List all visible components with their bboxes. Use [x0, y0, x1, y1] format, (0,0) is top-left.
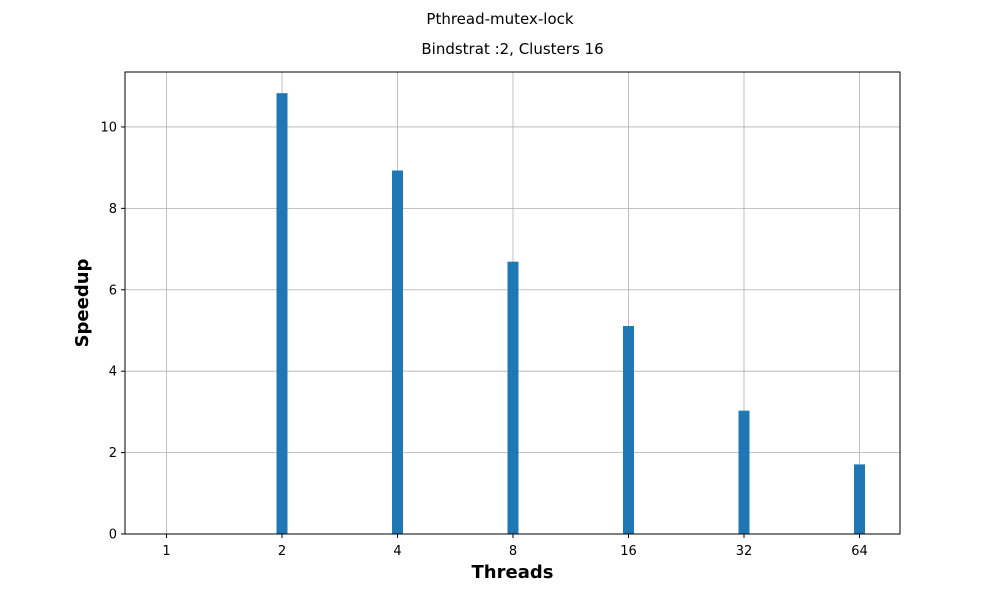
x-axis-label: Threads — [472, 562, 554, 583]
x-tick-label: 16 — [620, 544, 637, 559]
y-tick-label: 4 — [109, 365, 117, 380]
bar-threads-64 — [854, 464, 865, 534]
y-tick-label: 2 — [109, 446, 117, 461]
x-tick-label: 64 — [851, 544, 868, 559]
bars — [276, 93, 865, 535]
bar-threads-32 — [738, 410, 750, 534]
x-tick-label: 1 — [162, 544, 170, 559]
y-tick-label: 8 — [109, 202, 117, 217]
y-tick-label: 10 — [100, 120, 117, 135]
y-axis-label: Speedup — [72, 258, 93, 347]
bar-threads-8 — [507, 261, 519, 534]
bar-threads-16 — [623, 325, 634, 534]
chart-title: Bindstrat :2, Clusters 16 — [421, 40, 603, 58]
y-tick-label: 6 — [109, 283, 117, 298]
x-tick-label: 2 — [278, 544, 286, 559]
chart-suptitle: Pthread-mutex-lock — [426, 10, 573, 28]
ticks: 1 2 4 8 16 32 64 0 2 4 6 8 10 — [100, 120, 867, 559]
x-tick-label: 32 — [736, 544, 753, 559]
bar-threads-2 — [276, 93, 288, 535]
y-tick-label: 0 — [109, 528, 117, 543]
x-tick-label: 8 — [509, 544, 517, 559]
bar-threads-4 — [392, 170, 403, 534]
x-tick-label: 4 — [393, 544, 401, 559]
